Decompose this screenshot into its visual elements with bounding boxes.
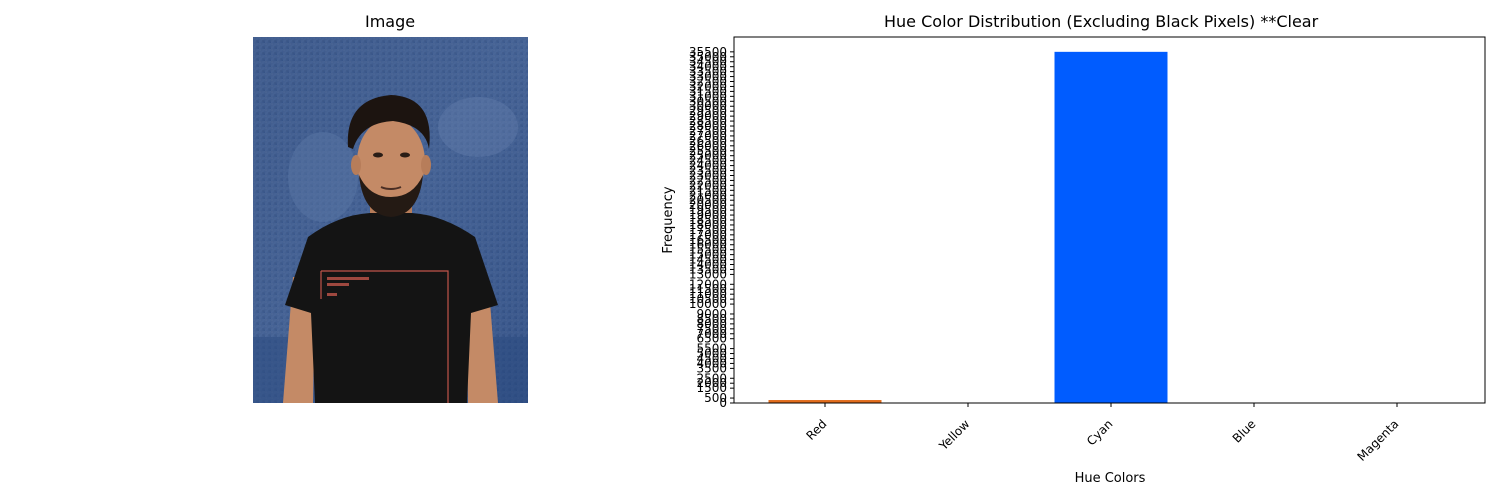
image-panel-title: Image [365, 12, 416, 31]
y-tick-label: 26500 [689, 134, 727, 148]
y-tick-label: 20000 [689, 198, 727, 212]
y-tick-label: 18500 [689, 213, 727, 227]
hair [347, 95, 430, 149]
y-tick-label: 5500 [696, 342, 727, 356]
y-tick-label: 4500 [696, 351, 727, 365]
black-t-shirt [285, 213, 498, 403]
y-tick-label: 2500 [696, 371, 727, 385]
y-tick-label: 29000 [689, 109, 727, 123]
x-tick-label: Magenta [1355, 417, 1402, 464]
y-tick-label: 16000 [689, 238, 727, 252]
shirt-line-print [321, 270, 449, 403]
y-tick-label: 33500 [689, 65, 727, 79]
y-tick-label: 7500 [696, 322, 727, 336]
y-tick-label: 2000 [696, 376, 727, 390]
y-tick-label: 30500 [689, 94, 727, 108]
y-tick-label: 13500 [689, 262, 727, 276]
y-tick-label: 13000 [689, 267, 727, 281]
y-tick-label: 22500 [689, 173, 727, 187]
y-tick-label: 10000 [689, 297, 727, 311]
y-tick-label: 3500 [696, 361, 727, 375]
x-tick-label: Blue [1230, 417, 1259, 446]
portrait-photo-drawing [253, 37, 528, 403]
y-tick-label: 18000 [689, 218, 727, 232]
y-tick-label: 35000 [689, 50, 727, 64]
y-tick-label: 33000 [689, 70, 727, 84]
y-axis-label: Frequency [661, 186, 676, 253]
y-tick-label: 7000 [696, 327, 727, 341]
face [357, 118, 425, 206]
y-tick-label: 26000 [689, 139, 727, 153]
y-tick-label: 12000 [689, 277, 727, 291]
y-tick-label: 4000 [696, 356, 727, 370]
y-tick-label: 11000 [689, 287, 727, 301]
y-tick-label: 8500 [696, 312, 727, 326]
y-tick-label: 19000 [689, 208, 727, 222]
x-tick-label: Cyan [1084, 417, 1115, 448]
y-tick-label: 31000 [689, 89, 727, 103]
y-tick-label: 25500 [689, 144, 727, 158]
x-tick-label: Yellow [936, 417, 973, 454]
portrait-photo [253, 37, 528, 403]
y-tick-label: 19500 [689, 203, 727, 217]
y-tick-label: 23500 [689, 164, 727, 178]
y-tick-label: 20500 [689, 193, 727, 207]
y-tick-label: 24500 [689, 154, 727, 168]
y-tick-label: 34500 [689, 55, 727, 69]
y-tick-label: 22000 [689, 178, 727, 192]
y-tick-label: 5000 [696, 347, 727, 361]
y-tick-label: 31500 [689, 84, 727, 98]
x-tick-label: Red [803, 417, 829, 443]
y-tick-label: 11500 [689, 282, 727, 296]
y-tick-label: 25000 [689, 149, 727, 163]
y-tick-label: 32000 [689, 79, 727, 93]
y-tick-label: 35500 [689, 45, 727, 59]
bar-red [768, 400, 882, 403]
y-tick-label: 21000 [689, 188, 727, 202]
beard [359, 175, 423, 217]
y-tick-label: 10500 [689, 292, 727, 306]
y-tick-label: 28000 [689, 119, 727, 133]
y-tick-label: 8000 [696, 317, 727, 331]
y-tick-label: 15500 [689, 243, 727, 257]
y-tick-label: 17000 [689, 228, 727, 242]
y-tick-label: 0 [719, 396, 727, 410]
y-tick-label: 30000 [689, 99, 727, 113]
y-tick-label: 21500 [689, 183, 727, 197]
plot-frame [733, 36, 1486, 404]
bar-cyan [1054, 51, 1168, 404]
y-tick-label: 27500 [689, 124, 727, 138]
y-tick-label: 16500 [689, 233, 727, 247]
y-tick-label: 28500 [689, 114, 727, 128]
x-axis-label: Hue Colors [1075, 471, 1146, 486]
y-tick-label: 34000 [689, 60, 727, 74]
y-tick-label: 15000 [689, 248, 727, 262]
y-tick-label: 23000 [689, 168, 727, 182]
y-tick-label: 6500 [696, 332, 727, 346]
y-tick-label: 9000 [696, 307, 727, 321]
y-tick-label: 14000 [689, 258, 727, 272]
y-tick-label: 24000 [689, 159, 727, 173]
y-tick-label: 500 [704, 391, 727, 405]
y-tick-label: 27000 [689, 129, 727, 143]
y-tick-label: 1500 [696, 381, 727, 395]
y-tick-label: 14500 [689, 253, 727, 267]
y-tick-label: 29500 [689, 104, 727, 118]
y-tick-label: 17500 [689, 223, 727, 237]
chart-title: Hue Color Distribution (Excluding Black … [884, 12, 1319, 31]
y-tick-label: 32500 [689, 75, 727, 89]
